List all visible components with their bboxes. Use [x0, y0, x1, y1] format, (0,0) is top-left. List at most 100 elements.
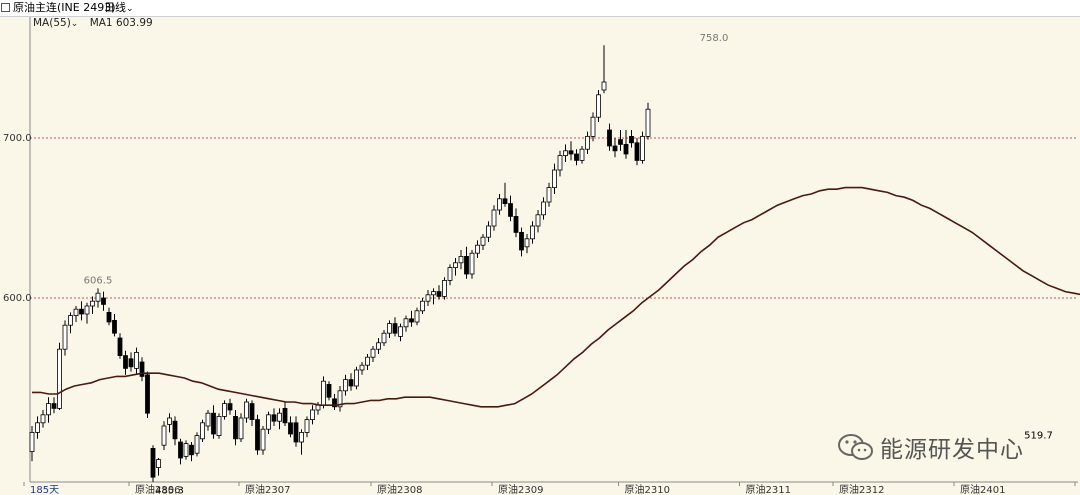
watermark: 能源研发中心: [836, 430, 1024, 464]
candle-up: [68, 315, 73, 326]
candle-down: [128, 358, 134, 368]
y-tick-label: 600.0: [3, 293, 32, 304]
candle-down: [332, 398, 337, 408]
candle-up: [541, 201, 546, 216]
candle-up: [546, 187, 552, 203]
candle-up: [238, 417, 244, 440]
period-selector[interactable]: 日线⌄: [104, 0, 134, 17]
candle-up: [310, 409, 315, 421]
candle-up: [354, 369, 359, 387]
candle-up: [299, 431, 304, 443]
period-label: 日线: [104, 1, 126, 14]
candle-up: [524, 238, 530, 248]
candle-up: [167, 417, 172, 425]
candle-up: [266, 414, 271, 430]
candle-down: [172, 420, 178, 440]
candle-down: [255, 419, 260, 451]
candle-down: [634, 142, 640, 161]
candle-down: [612, 145, 618, 152]
candle-up: [552, 169, 557, 189]
ma-period-selector[interactable]: MA(55)⌄: [33, 17, 78, 29]
candle-down: [112, 319, 117, 334]
x-tick-label: 原油2401: [960, 483, 1005, 495]
candle-down: [513, 215, 519, 233]
candle-up: [579, 148, 585, 161]
candle-down: [106, 311, 112, 323]
candle-down: [409, 318, 414, 323]
candle-up: [365, 356, 370, 366]
candle-up: [57, 348, 62, 409]
candle-up: [216, 415, 222, 436]
candle-down: [101, 297, 106, 305]
candle-up: [491, 209, 497, 227]
x-tick-label: 原油2306: [135, 483, 180, 495]
ma-value-label: MA1 603.99: [89, 17, 153, 29]
candle-up: [447, 267, 453, 281]
candle-up: [200, 422, 205, 440]
chart-toolbar: 原油主连(INE 2493) 日线⌄: [0, 0, 1080, 17]
candle-up: [645, 108, 651, 137]
y-tick-label: 700.0: [3, 133, 32, 144]
candle-down: [178, 441, 183, 459]
candle-up: [453, 262, 458, 268]
watermark-text: 能源研发中心: [880, 437, 1024, 463]
candle-up: [497, 198, 502, 211]
x-tick-label: 原油2310: [625, 483, 670, 495]
candle-down: [117, 337, 123, 357]
x-tick-label: 原油2312: [839, 483, 884, 495]
candle-down: [51, 403, 57, 409]
candle-up: [398, 326, 403, 337]
candle-down: [139, 361, 145, 377]
window-icon[interactable]: [1, 3, 10, 12]
ma-period-label: MA(55): [33, 17, 71, 29]
candle-up: [530, 225, 535, 240]
candle-down: [150, 447, 156, 478]
price-annotation: 485.3: [155, 486, 184, 495]
candle-up: [84, 305, 90, 315]
candle-up: [596, 94, 601, 118]
candle-down: [392, 323, 398, 334]
candle-down: [233, 415, 238, 440]
candle-up: [376, 342, 381, 350]
candle-down: [123, 355, 128, 369]
candle-up: [420, 300, 425, 312]
candle-up: [585, 135, 590, 150]
x-tick-label: 原油2309: [498, 483, 543, 495]
candle-up: [95, 292, 101, 302]
chevron-down-icon: ⌄: [70, 19, 79, 29]
candle-up: [370, 348, 376, 358]
instrument-title: 原油主连(INE 2493): [13, 1, 116, 14]
candle-up: [590, 116, 596, 137]
candle-down: [519, 231, 524, 251]
candle-down: [618, 139, 623, 145]
candle-up: [62, 324, 68, 350]
ma-line: [32, 186, 1080, 408]
candle-up: [469, 252, 475, 275]
candle-down: [574, 153, 579, 161]
price-annotation: 519.7: [1024, 430, 1053, 441]
candle-up: [73, 308, 79, 317]
x-tick-label: 185天: [30, 485, 59, 495]
candle-up: [425, 294, 431, 302]
candle-up: [277, 412, 282, 422]
candle-up: [304, 419, 310, 433]
candle-down: [145, 374, 150, 414]
candle-up: [563, 150, 568, 157]
candle-up: [557, 155, 563, 171]
candle-up: [414, 310, 420, 323]
candle-up: [205, 412, 211, 427]
candle-up: [260, 428, 266, 451]
wechat-icon: [838, 434, 873, 460]
candle-up: [244, 401, 249, 419]
candle-up: [343, 379, 348, 392]
candle-up: [337, 390, 343, 408]
x-tick-label: 原油2308: [377, 483, 422, 495]
candle-up: [315, 404, 321, 411]
candle-down: [568, 150, 574, 155]
candle-up: [535, 214, 541, 227]
price-annotation: 758.0: [700, 33, 729, 44]
candle-up: [381, 332, 387, 344]
candle-down: [502, 198, 508, 205]
candle-up: [321, 380, 326, 406]
